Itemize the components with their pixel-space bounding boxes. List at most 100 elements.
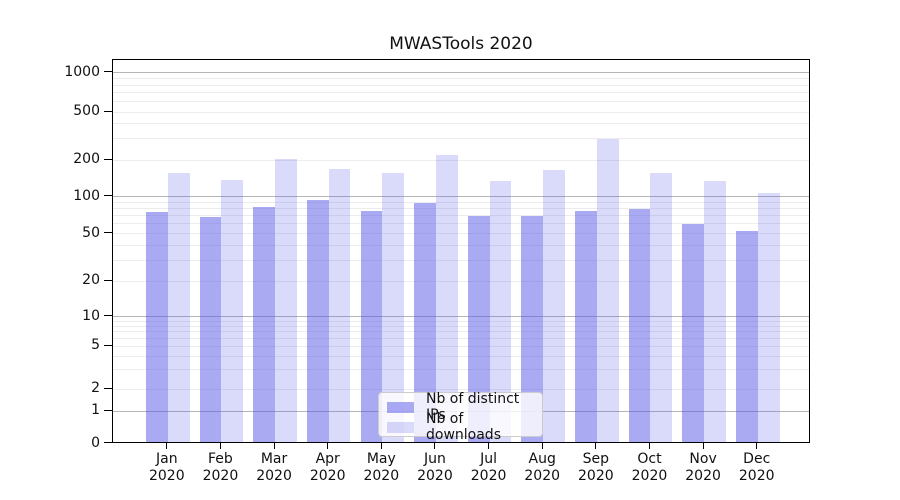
x-axis-tick — [541, 442, 543, 449]
x-axis-tick-label: Feb 2020 — [202, 450, 239, 484]
y-axis-tick — [104, 232, 112, 234]
gridline-minor — [113, 84, 809, 86]
y-axis-tick-label: 1000 — [64, 63, 100, 80]
gridline-minor — [113, 123, 809, 125]
x-axis-tick — [219, 442, 221, 449]
gridline-minor — [113, 331, 809, 333]
bar-distinct-ips-jul — [467, 215, 490, 442]
gridline-minor — [113, 78, 809, 79]
plot-area — [112, 59, 810, 443]
gridline-minor — [113, 138, 809, 140]
gridline-major — [113, 316, 809, 318]
y-axis-tick — [104, 195, 112, 197]
x-axis-tick-label: Jun 2020 — [417, 450, 453, 484]
gridline-minor — [113, 244, 809, 246]
bar-distinct-ips-may — [360, 210, 383, 442]
bar-downloads-nov — [704, 181, 726, 442]
bar-downloads-dec — [757, 192, 780, 442]
gridline-minor — [113, 111, 809, 113]
y-axis-tick-label: 100 — [73, 187, 100, 204]
gridline-major — [113, 72, 809, 73]
bar-downloads-jun — [435, 155, 458, 442]
bar-distinct-ips-jan — [146, 212, 168, 442]
x-axis-tick-label: Dec 2020 — [738, 450, 775, 484]
bar-downloads-may — [382, 172, 405, 442]
bar-downloads-feb — [221, 180, 244, 442]
gridline-minor — [113, 280, 809, 282]
x-axis-tick-label: Mar 2020 — [256, 450, 292, 484]
gridline-minor — [113, 337, 809, 339]
bar-distinct-ips-nov — [682, 224, 705, 442]
bar-downloads-sep — [596, 139, 619, 442]
bar-downloads-aug — [543, 170, 565, 442]
gridline-minor — [113, 320, 809, 322]
y-axis-tick — [104, 409, 112, 411]
gridline-minor — [113, 201, 809, 203]
bar-distinct-ips-jun — [414, 202, 436, 442]
y-axis-tick-label: 5 — [91, 337, 100, 353]
x-axis-tick-label: Sep 2020 — [578, 450, 614, 484]
bar-downloads-apr — [328, 168, 351, 442]
y-axis-tick-label: 500 — [73, 103, 100, 119]
y-axis-tick — [104, 387, 112, 389]
legend: Nb of distinct IPs Nb of downloads — [378, 391, 543, 443]
gridline-minor — [113, 101, 809, 103]
x-axis-tick — [166, 442, 168, 449]
y-axis-tick — [104, 71, 112, 72]
x-axis-tick — [702, 442, 704, 449]
x-axis-tick — [488, 442, 490, 449]
gridline-minor — [113, 369, 809, 371]
gridline-minor — [113, 355, 809, 357]
bar-distinct-ips-oct — [628, 209, 651, 442]
legend-item-distinct-ips: Nb of distinct IPs — [379, 391, 542, 423]
x-axis-tick — [434, 442, 436, 449]
bar-distinct-ips-aug — [521, 215, 544, 442]
y-axis-tick — [104, 315, 112, 317]
y-axis-tick-label: 1 — [91, 402, 100, 418]
gridline-minor — [113, 345, 809, 347]
y-axis-tick-label: 0 — [91, 434, 100, 451]
x-axis-tick — [648, 442, 650, 449]
gridline-minor — [113, 92, 809, 94]
y-axis-tick-label: 20 — [82, 272, 100, 288]
legend-swatch-downloads — [387, 421, 414, 433]
y-axis-tick — [104, 279, 112, 281]
bar-distinct-ips-sep — [575, 211, 597, 442]
bar-downloads-jan — [167, 172, 190, 442]
bar-downloads-mar — [275, 158, 297, 442]
y-axis-tick-label: 50 — [82, 224, 100, 241]
bar-downloads-jul — [489, 181, 512, 442]
bar-distinct-ips-apr — [306, 199, 329, 442]
gridline-minor — [113, 325, 809, 327]
x-axis-tick-label: May 2020 — [363, 450, 400, 484]
gridline-minor — [113, 223, 809, 225]
gridline-minor — [113, 233, 809, 235]
x-axis-tick-label: Apr 2020 — [309, 450, 346, 484]
y-axis-tick-label: 200 — [73, 151, 100, 168]
gridline-minor — [113, 208, 809, 210]
gridline-minor — [113, 259, 809, 261]
x-axis-tick-label: Jan 2020 — [148, 450, 185, 484]
y-axis-tick — [104, 442, 112, 443]
legend-swatch-distinct-ips — [387, 401, 414, 413]
gridline-minor — [113, 215, 809, 217]
x-axis-tick — [756, 442, 758, 449]
x-axis-tick — [380, 442, 382, 449]
bar-distinct-ips-mar — [253, 207, 276, 442]
x-axis-tick-label: Jul 2020 — [470, 450, 507, 484]
x-axis-tick-label: Aug 2020 — [524, 450, 561, 484]
bar-distinct-ips-dec — [735, 231, 758, 442]
y-axis-tick-label: 2 — [91, 380, 100, 396]
y-axis-tick — [104, 158, 112, 160]
y-axis-tick — [104, 344, 112, 346]
bar-downloads-oct — [650, 172, 673, 442]
x-axis-tick-label: Nov 2020 — [685, 450, 721, 484]
y-axis-tick — [104, 110, 112, 112]
x-axis-tick — [327, 442, 329, 449]
bar-distinct-ips-feb — [199, 216, 222, 442]
legend-item-downloads: Nb of downloads — [379, 411, 542, 443]
gridline-minor — [113, 159, 809, 161]
legend-label-distinct-ips: Nb of distinct IPs — [426, 391, 520, 423]
x-axis-tick — [273, 442, 275, 449]
